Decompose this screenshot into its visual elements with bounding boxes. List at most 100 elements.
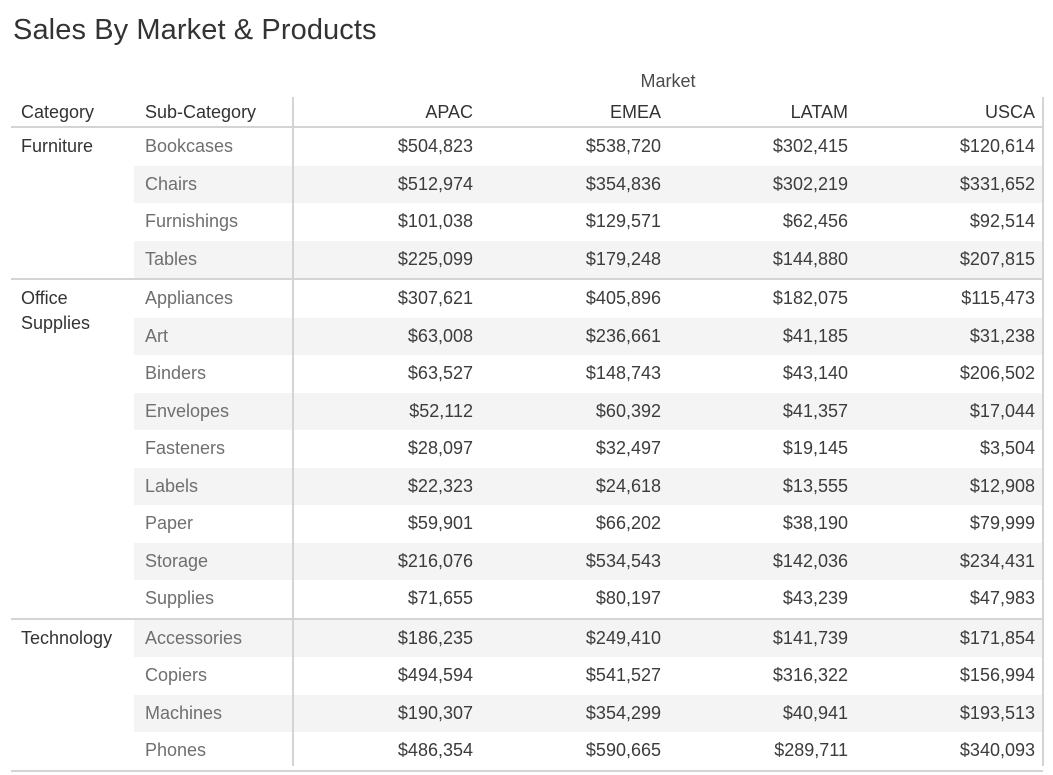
cell-usca: $234,431 [959,550,1035,571]
subcategory-label: Art [145,325,169,346]
cell-usca: $12,908 [969,475,1035,496]
category-label[interactable]: Office Supplies [21,288,91,333]
cell-latam: $302,415 [772,136,848,156]
cell-usca: $17,044 [969,400,1035,421]
cell-apac: $63,008 [407,325,473,346]
cell-usca: $92,514 [969,211,1035,231]
cell-usca: $171,854 [959,627,1035,648]
cell-emea: $24,618 [595,475,661,496]
cell-emea: $541,527 [585,665,661,685]
table-row[interactable]: Binders $63,527 $148,743 $43,140 $206,50… [134,355,1043,393]
table-row[interactable]: Paper $59,901 $66,202 $38,190 $79,999 [134,505,1043,543]
cell-latam: $142,036 [772,550,848,571]
column-header-category[interactable]: Category [21,102,95,122]
table-row[interactable]: Labels $22,323 $24,618 $13,555 $12,908 [134,467,1043,505]
cell-emea: $405,896 [585,288,661,308]
table-row[interactable]: Copiers $494,594 $541,527 $316,322 $156,… [134,657,1043,695]
cell-latam: $43,239 [782,588,848,608]
cell-emea: $148,743 [585,363,661,383]
cell-apac: $494,594 [397,665,473,685]
category-label[interactable]: Furniture [21,136,94,156]
cell-apac: $216,076 [397,550,473,571]
column-header-usca[interactable]: USCA [984,102,1035,122]
cell-usca: $79,999 [969,513,1035,533]
cell-emea: $66,202 [595,513,661,533]
cell-apac: $22,323 [407,475,473,496]
cell-emea: $60,392 [595,400,661,421]
cell-emea: $538,720 [585,136,661,156]
cell-apac: $504,823 [397,136,473,156]
cell-latam: $41,185 [782,325,848,346]
table-row[interactable]: Phones $486,354 $590,665 $289,711 $340,0… [134,732,1043,770]
table-row[interactable]: Chairs $512,974 $354,836 $302,219 $331,6… [134,165,1043,203]
cell-usca: $120,614 [959,136,1035,156]
cell-apac: $225,099 [397,248,473,269]
category-group-technology: Technology Accessories $186,235 $249,410… [11,619,1043,772]
category-label[interactable]: Technology [21,627,113,648]
cell-emea: $534,543 [585,550,661,571]
cell-emea: $129,571 [585,211,661,231]
cell-usca: $156,994 [959,665,1035,685]
cell-emea: $32,497 [595,438,661,458]
cell-usca: $206,502 [959,363,1035,383]
table-row[interactable]: Accessories $186,235 $249,410 $141,739 $… [134,619,1043,657]
cell-latam: $13,555 [782,475,848,496]
cell-apac: $307,621 [397,288,473,308]
column-header-emea[interactable]: EMEA [609,102,661,122]
subcategory-label: Fasteners [145,438,226,458]
cell-emea: $354,836 [585,173,661,194]
table-row[interactable]: Appliances $307,621 $405,896 $182,075 $1… [134,280,1043,318]
cell-apac: $71,655 [407,588,473,608]
cell-apac: $28,097 [407,438,473,458]
cell-apac: $512,974 [397,173,473,194]
cell-emea: $179,248 [585,248,661,269]
table-row[interactable]: Envelopes $52,112 $60,392 $41,357 $17,04… [134,392,1043,430]
column-header-latam[interactable]: LATAM [790,102,848,122]
column-group-header-market[interactable]: Market [640,71,696,91]
cell-latam: $19,145 [782,438,848,458]
subcategory-label: Binders [145,363,207,383]
right-border [1042,97,1044,766]
table-row[interactable]: Machines $190,307 $354,299 $40,941 $193,… [134,694,1043,732]
subcategory-label: Tables [145,248,198,269]
table-row[interactable]: Art $63,008 $236,661 $41,185 $31,238 [134,317,1043,355]
cell-apac: $190,307 [397,702,473,723]
cell-latam: $144,880 [772,248,848,269]
table-row[interactable]: Fasteners $28,097 $32,497 $19,145 $3,504 [134,430,1043,468]
subcategory-label: Labels [145,475,199,496]
cell-emea: $236,661 [585,325,661,346]
cell-usca: $207,815 [959,248,1035,269]
cell-latam: $316,322 [772,665,848,685]
page-title: Sales By Market & Products [13,14,377,46]
cell-usca: $31,238 [969,325,1035,346]
table-row[interactable]: Tables $225,099 $179,248 $144,880 $207,8… [134,240,1043,278]
cell-latam: $62,456 [782,211,848,231]
table-row[interactable]: Bookcases $504,823 $538,720 $302,415 $12… [134,128,1043,166]
cell-usca: $3,504 [979,438,1035,458]
table-row[interactable]: Furnishings $101,038 $129,571 $62,456 $9… [134,203,1043,241]
column-header-subcategory[interactable]: Sub-Category [145,102,257,122]
cell-emea: $80,197 [595,588,661,608]
cell-emea: $249,410 [585,627,661,648]
cell-latam: $302,219 [772,173,848,194]
subcategory-label: Appliances [145,288,234,308]
cell-usca: $193,513 [959,702,1035,723]
subcategory-label: Machines [145,702,223,723]
cell-apac: $63,527 [407,363,473,383]
cell-latam: $43,140 [782,363,848,383]
header-row: Category Sub-Category APAC EMEA LATAM US… [11,98,1043,128]
subcategory-label: Furnishings [145,211,239,231]
column-header-apac[interactable]: APAC [425,102,473,122]
cell-emea: $354,299 [585,702,661,723]
subcategory-label: Paper [145,513,194,533]
subcategory-label: Envelopes [145,400,230,421]
subcategory-label: Copiers [145,665,208,685]
table-row[interactable]: Storage $216,076 $534,543 $142,036 $234,… [134,542,1043,580]
cell-apac: $186,235 [397,627,473,648]
cell-apac: $486,354 [397,740,473,760]
cell-latam: $41,357 [782,400,848,421]
table-row[interactable]: Supplies $71,655 $80,197 $43,239 $47,983 [134,580,1043,618]
cell-latam: $182,075 [772,288,848,308]
category-group-furniture: Furniture Bookcases $504,823 $538,720 $3… [11,128,1043,280]
cell-usca: $47,983 [969,588,1035,608]
